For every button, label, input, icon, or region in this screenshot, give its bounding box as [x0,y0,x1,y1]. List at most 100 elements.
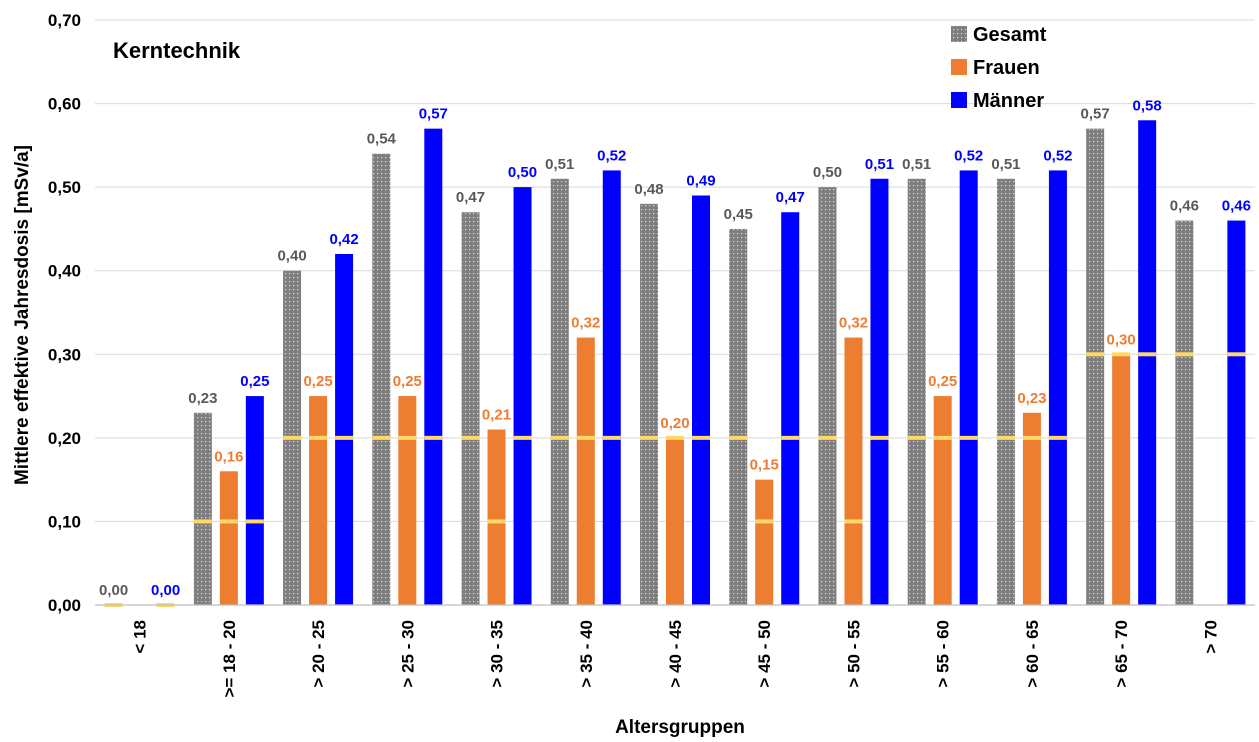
data-label: 0,25 [393,373,422,390]
legend: Gesamt Frauen Männer [951,24,1047,112]
median-markers [104,352,1246,607]
median-marker [781,435,800,440]
median-marker [996,435,1015,440]
bar-frauen [576,337,595,605]
median-marker [1227,352,1246,357]
bar-gesamt [996,178,1015,606]
x-tick-label: > 40 - 45 [666,620,685,688]
median-marker [1112,352,1131,357]
y-tick-label: 0,10 [48,512,81,531]
bar-frauen [487,429,506,605]
bar-männer [602,170,621,605]
data-label: 0,00 [151,582,180,599]
data-label: 0,51 [865,156,894,173]
data-label: 0,51 [545,156,574,173]
data-label: 0,40 [277,248,306,265]
data-label: 0,54 [367,131,397,148]
bar-gesamt [461,212,480,605]
bar-männer [959,170,978,605]
bar-gesamt [640,203,658,605]
data-label: 0,58 [1133,97,1162,114]
median-marker [666,435,684,440]
data-label: 0,49 [686,173,715,190]
y-tick-label: 0,60 [48,95,81,114]
data-label: 0,16 [214,448,243,465]
data-label: 0,32 [839,315,868,332]
legend-swatch-männer [951,92,967,108]
data-label: 0,51 [991,156,1020,173]
median-marker [398,435,417,440]
legend-label-gesamt: Gesamt [973,24,1047,46]
x-axis-title: Altersgruppen [615,717,745,738]
data-label: 0,57 [1081,106,1110,123]
axes: 0,00 0,10 0,20 0,30 0,40 0,50 0,60 0,70 < 18 >= 1… [48,11,1255,698]
bar-gesamt [907,178,926,606]
data-label: 0,25 [240,373,269,390]
bar-männer [692,195,710,605]
bar-frauen [1022,412,1041,605]
y-tick-label: 0,20 [48,429,81,448]
data-label: 0,51 [902,156,931,173]
x-tick-label: > 70 [1201,620,1220,654]
median-marker [245,519,264,524]
bar-frauen [844,337,863,605]
median-marker [487,519,506,524]
y-axis-title: Mittlere effektive Jahresdosis [mSv/a] [12,145,33,485]
bar-männer [1138,120,1157,606]
median-marker [844,519,863,524]
data-label: 0,25 [928,373,957,390]
data-label: 0,20 [660,415,689,432]
data-label: 0,52 [954,147,983,164]
bar-männer [1048,170,1067,605]
median-marker [1175,352,1194,357]
legend-swatch-gesamt [951,26,967,42]
data-label: 0,23 [1017,390,1046,407]
data-label: 0,42 [329,231,358,248]
bar-gesamt [818,187,837,605]
x-tick-label: > 50 - 55 [844,620,863,688]
bar-männer [1227,220,1246,606]
bar-frauen [1112,354,1131,605]
bar-frauen [933,396,952,605]
legend-label-frauen: Frauen [973,57,1040,79]
legend-swatch-frauen [951,59,967,75]
bar-gesamt [193,412,212,605]
bar-frauen [666,437,684,605]
data-label: 0,47 [456,189,485,206]
y-tick-label: 0,30 [48,345,81,364]
median-marker [907,435,926,440]
x-tick-label: < 18 [131,620,150,654]
median-marker [729,435,748,440]
bar-frauen [755,479,774,605]
bar-männer [781,212,800,605]
median-marker [283,435,302,440]
data-label: 0,45 [724,206,753,223]
data-label: 0,48 [634,181,663,198]
data-label: 0,50 [508,164,537,181]
bar-frauen [309,396,328,605]
legend-label-männer: Männer [973,90,1044,112]
x-tick-label: > 20 - 25 [309,620,328,688]
median-marker [1048,435,1067,440]
bar-männer [245,396,264,605]
median-marker [959,435,978,440]
data-label: 0,30 [1107,331,1136,348]
data-label: 0,47 [776,189,805,206]
data-labels: 0,00 0,23 0,40 0,54 0,47 0,51 0,48 0,45 0,50 0,51… [99,97,1251,599]
bar-männer [870,178,889,606]
data-label: 0,52 [1043,147,1072,164]
median-marker [219,519,238,524]
x-tick-label: > 55 - 60 [934,620,953,688]
data-label: 0,32 [571,315,600,332]
median-marker [1138,352,1157,357]
bar-gesamt [372,153,391,605]
median-marker [309,435,328,440]
data-label: 0,23 [188,390,217,407]
data-label: 0,21 [482,407,511,424]
bar-gesamt [550,178,569,606]
median-marker [1022,435,1041,440]
y-tick-label: 0,50 [48,178,81,197]
data-label: 0,00 [99,582,128,599]
median-marker [1086,352,1105,357]
